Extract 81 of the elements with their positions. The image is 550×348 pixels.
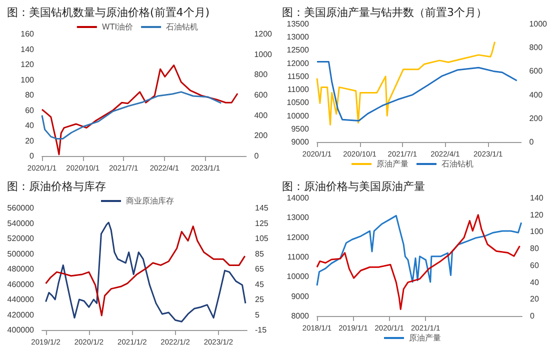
line-series <box>316 61 518 122</box>
y-tick-label: 14000 <box>286 194 310 202</box>
y2-tick-label: 80 <box>530 244 540 254</box>
y2-tick-label: 125 <box>255 218 269 228</box>
y-tick-label: 540000 <box>7 218 35 228</box>
y-tick-label: 500000 <box>7 249 35 258</box>
line-series <box>41 91 222 140</box>
y-tick-label: 10500 <box>286 98 310 108</box>
y2-tick-label: 1000 <box>529 20 548 28</box>
y2-tick-label: 105 <box>255 234 269 243</box>
y-tick-label: 140 <box>20 44 35 54</box>
y-tick-label: 60 <box>25 106 35 115</box>
y2-tick-label: 200 <box>254 131 268 140</box>
y-tick-label: 400000 <box>7 326 35 334</box>
y2-tick-label: 25 <box>255 295 264 304</box>
y2-tick-label: 600 <box>529 66 544 76</box>
y-tick-label: 13000 <box>286 213 310 222</box>
y2-tick-label: 400 <box>529 90 544 100</box>
y2-tick-label: 400 <box>254 110 268 120</box>
y2-tick-label: 65 <box>255 264 264 274</box>
y-tick-label: 120 <box>20 60 35 69</box>
y2-tick-label: 20 <box>530 294 540 304</box>
y-tick-label: 560000 <box>7 204 35 212</box>
legend-label: 商业原油库存 <box>126 196 174 206</box>
y-tick-label: 11000 <box>287 85 310 94</box>
y-tick-label: 8000 <box>291 312 310 320</box>
y2-tick-label: 140 <box>530 194 544 202</box>
y-tick-label: 440000 <box>7 295 35 304</box>
y-tick-label: 13000 <box>286 32 310 42</box>
y-tick-label: 9000 <box>291 138 310 146</box>
y2-tick-label: 800 <box>529 43 544 52</box>
y2-tick-label: 5 <box>255 310 260 320</box>
y2-tick-label: 85 <box>255 249 264 258</box>
chart-title: 图：美国原油产量与钻井数（前置3个月） <box>282 6 487 19</box>
y2-tick-label: -15 <box>255 326 268 334</box>
legend-label: 石油钻机 <box>442 160 474 168</box>
y-tick-label: 12000 <box>286 232 310 242</box>
y-tick-label: 11500 <box>287 72 310 81</box>
y-tick-label: 9000 <box>291 292 310 301</box>
y2-tick-label: 0 <box>529 138 534 146</box>
y-tick-label: 13500 <box>286 20 310 28</box>
y2-tick-label: 1200 <box>254 30 273 38</box>
y-tick-label: 12500 <box>286 46 310 55</box>
y-tick-label: 9500 <box>291 124 310 134</box>
y-tick-label: 0 <box>30 152 35 160</box>
line-series <box>41 64 238 156</box>
y2-tick-label: 0 <box>254 152 260 160</box>
y2-tick-label: 100 <box>530 227 544 236</box>
y-tick-label: 11000 <box>287 252 310 262</box>
y2-tick-label: 145 <box>255 204 269 212</box>
y-tick-label: 160 <box>20 30 35 38</box>
y2-tick-label: 40 <box>530 278 540 287</box>
y-tick-label: 10000 <box>286 111 310 120</box>
legend-label: WTI油价 <box>102 22 134 32</box>
legend-label: 原油产量 <box>409 334 441 342</box>
y2-tick-label: 45 <box>255 280 264 289</box>
y-tick-label: 480000 <box>7 264 35 274</box>
y-tick-label: 12000 <box>286 58 310 68</box>
chart-title: 图：美国钻机数量与原油价格(前置4个月) <box>7 6 210 19</box>
y2-tick-label: 0 <box>530 312 535 320</box>
y2-tick-label: 60 <box>530 260 540 270</box>
y-tick-label: 10000 <box>286 272 310 282</box>
chart-title: 图：原油价格与美国原油产量 <box>282 180 425 193</box>
y2-tick-label: 600 <box>254 90 268 100</box>
y-tick-label: 20 <box>25 136 35 146</box>
y-tick-label: 460000 <box>7 280 35 289</box>
y-tick-label: 80 <box>25 90 35 100</box>
y2-tick-label: 200 <box>529 114 544 123</box>
legend-label: 石油钻机 <box>166 22 198 32</box>
line-series <box>316 41 496 126</box>
y-tick-label: 520000 <box>7 234 35 243</box>
y2-tick-label: 1000 <box>254 50 273 59</box>
legend-label: 原油产量 <box>376 160 408 168</box>
chart-title: 图：原油价格与库存 <box>7 180 106 193</box>
y-tick-label: 40 <box>25 121 35 130</box>
line-series <box>316 214 522 286</box>
y2-tick-label: 120 <box>530 210 544 220</box>
y2-tick-label: 800 <box>254 70 268 80</box>
y-tick-label: 100 <box>20 75 35 84</box>
y-tick-label: 420000 <box>7 310 35 320</box>
line-series <box>316 214 520 310</box>
